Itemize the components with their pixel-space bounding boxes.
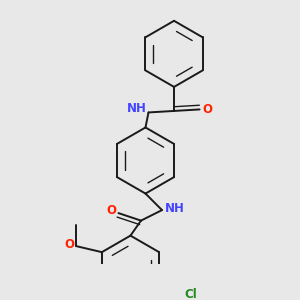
Text: O: O	[64, 238, 74, 251]
Text: NH: NH	[127, 102, 147, 115]
Text: NH: NH	[164, 202, 184, 215]
Text: O: O	[202, 103, 212, 116]
Text: O: O	[106, 204, 116, 217]
Text: Cl: Cl	[184, 288, 197, 300]
